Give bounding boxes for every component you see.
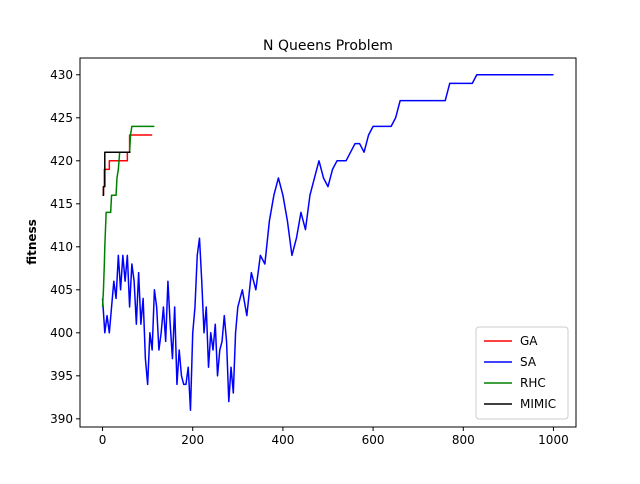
x-tick-label: 0 <box>99 433 107 447</box>
x-tick-label: 800 <box>452 433 475 447</box>
legend-box <box>475 326 569 420</box>
y-tick-label: 395 <box>50 369 73 383</box>
x-tick-label: 200 <box>181 433 204 447</box>
y-tick-label: 425 <box>50 111 73 125</box>
x-tick-label: 400 <box>271 433 294 447</box>
y-tick-label: 430 <box>50 68 73 82</box>
y-tick-label: 390 <box>50 412 73 426</box>
legend-label: RHC <box>520 376 546 390</box>
legend-label: GA <box>520 334 538 348</box>
legend-label: MIMIC <box>520 397 556 411</box>
line-series <box>102 151 131 196</box>
y-axis-label: fitness <box>25 219 39 265</box>
x-tick-label: 1000 <box>538 433 569 447</box>
plot-frame <box>79 57 577 428</box>
y-tick-label: 405 <box>50 283 73 297</box>
line-series <box>101 74 554 411</box>
x-tick-label: 600 <box>362 433 385 447</box>
chart-title: N Queens Problem <box>263 38 393 54</box>
y-tick-label: 400 <box>50 326 73 340</box>
legend-label: SA <box>520 355 537 369</box>
y-tick-label: 415 <box>50 197 73 211</box>
line-series <box>101 125 155 308</box>
y-tick-label: 420 <box>50 154 73 168</box>
y-tick-label: 410 <box>50 240 73 254</box>
